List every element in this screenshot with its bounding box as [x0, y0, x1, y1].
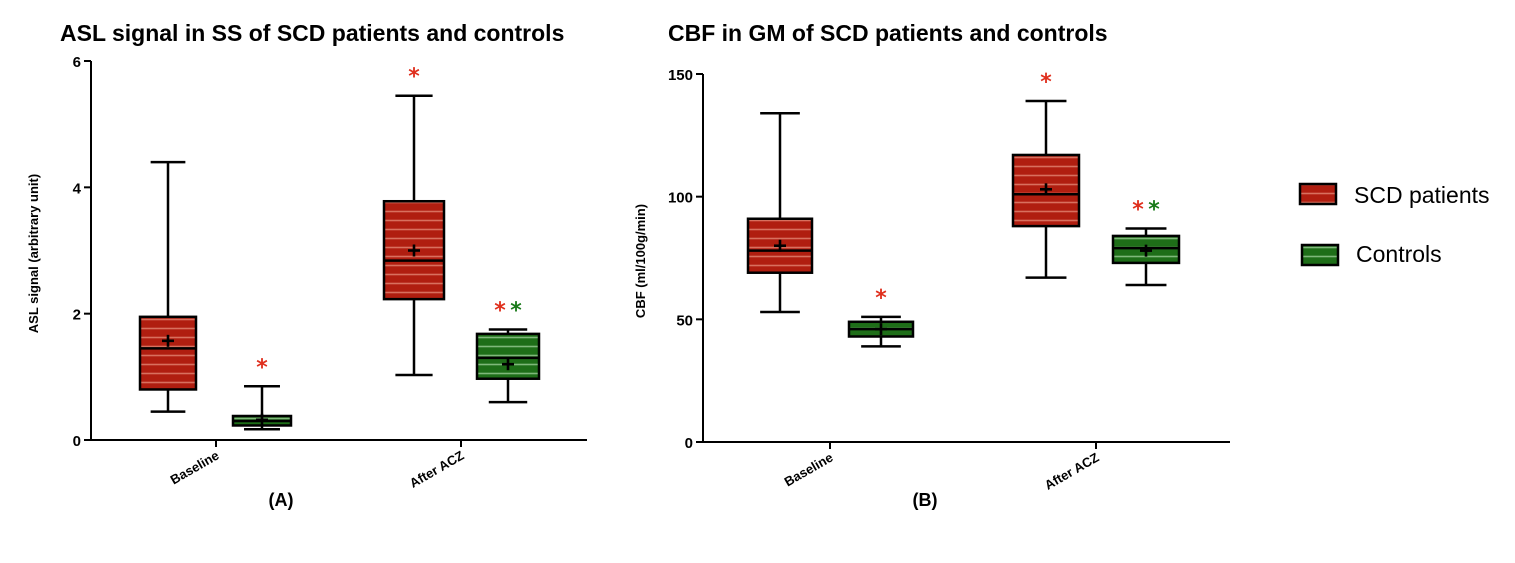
x-tick-label: Baseline	[782, 450, 836, 490]
y-tick-label: 150	[668, 67, 693, 84]
significance-star-red: *	[1040, 70, 1052, 95]
significance-star-red: *	[494, 298, 506, 323]
box-control-0	[231, 385, 293, 431]
legend-swatch-scd	[1298, 182, 1338, 206]
chart-title: CBF in GM of SCD patients and controls	[668, 20, 1108, 46]
significance-star-green: *	[1148, 198, 1160, 223]
significance-star-red: *	[1132, 198, 1144, 223]
y-tick-label: 100	[668, 190, 693, 207]
y-axis-label: CBF (ml/100g/min)	[633, 204, 648, 318]
box-scd-0	[138, 160, 198, 413]
legend-swatch-control	[1300, 243, 1340, 267]
y-axis-label: ASL signal (arbitrary unit)	[26, 174, 41, 333]
y-tick-label: 2	[73, 307, 81, 324]
x-tick-label: Baseline	[168, 448, 222, 488]
legend-label-scd: SCD patients	[1354, 182, 1490, 208]
chart-title: ASL signal in SS of SCD patients and con…	[60, 20, 564, 46]
panel-a: ASL signal in SS of SCD patients and con…	[26, 20, 587, 510]
x-tick-label: After ACZ	[407, 448, 467, 491]
significance-star-red: *	[408, 65, 420, 90]
significance-star-red: *	[875, 286, 887, 311]
legend: SCD patients Controls	[1298, 182, 1490, 267]
y-tick-label: 0	[685, 435, 693, 452]
box-control-0	[847, 315, 915, 348]
box-iqr	[138, 315, 198, 391]
panel-label: (A)	[269, 490, 294, 510]
significance-star-red: *	[256, 355, 268, 380]
y-tick-label: 4	[73, 180, 82, 197]
box-control-1	[475, 328, 541, 404]
significance-star-green: *	[510, 298, 522, 323]
y-tick-label: 6	[73, 54, 81, 71]
box-scd-1	[1011, 99, 1081, 279]
panel-b: CBF in GM of SCD patients and controls 0 5…	[633, 20, 1230, 510]
box-iqr	[475, 332, 541, 380]
legend-label-control: Controls	[1356, 241, 1442, 267]
x-tick-label: After ACZ	[1042, 450, 1102, 493]
box-control-1	[1111, 227, 1181, 287]
y-tick-label: 0	[73, 433, 81, 450]
panel-label: (B)	[913, 490, 938, 510]
box-scd-1	[382, 94, 446, 377]
y-tick-label: 50	[676, 312, 693, 329]
box-scd-0	[746, 112, 814, 314]
